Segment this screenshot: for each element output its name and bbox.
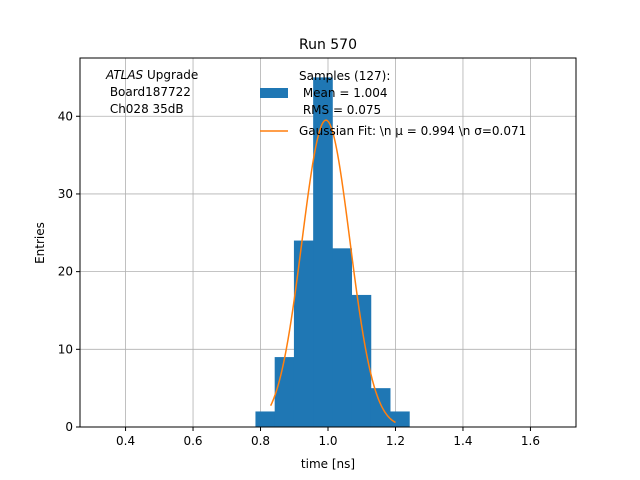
annotation-italic: ATLAS <box>105 68 144 82</box>
legend-samples-mean: Mean = 1.004 <box>299 86 388 100</box>
legend-samples-rms: RMS = 0.075 <box>299 103 381 117</box>
histogram-bar <box>255 411 276 427</box>
legend-samples-swatch <box>260 88 288 98</box>
x-tick-label: 0.8 <box>251 434 270 448</box>
legend-samples-title: Samples (127): <box>299 69 390 83</box>
legend-fit-label: Gaussian Fit: \n μ = 0.994 \n σ=0.071 <box>299 124 526 138</box>
gaussian-fit-curve <box>269 119 396 424</box>
histogram-bar <box>351 294 372 427</box>
y-tick-label: 30 <box>58 187 73 201</box>
histogram-bar <box>390 411 410 427</box>
y-tick-label: 20 <box>58 265 73 279</box>
histogram-bar <box>370 388 391 427</box>
y-tick-label: 0 <box>65 420 73 434</box>
x-tick-label: 0.4 <box>116 434 135 448</box>
y-tick-label: 10 <box>58 342 73 356</box>
x-tick-label: 1.2 <box>386 434 405 448</box>
annotation-upgrade: Upgrade <box>143 68 198 82</box>
atlas-annotation: ATLAS Upgrade Board187722 Ch028 35dB <box>105 68 198 116</box>
chart-title: Run 570 <box>299 37 357 53</box>
histogram-bar <box>332 248 353 427</box>
histogram-bar <box>274 357 295 427</box>
x-axis-label: time [ns] <box>301 457 355 471</box>
annotation-channel: Ch028 35dB <box>106 102 184 116</box>
x-tick-label: 1.6 <box>521 434 540 448</box>
histogram-bar <box>313 77 333 427</box>
x-tick-label: 0.6 <box>183 434 202 448</box>
annotation-board: Board187722 <box>106 85 191 99</box>
axis-ticks: 0.4 0.6 0.8 1.0 1.2 1.4 1.6 0 10 20 30 40 <box>58 109 540 448</box>
x-tick-label: 1.4 <box>453 434 472 448</box>
histogram-bar <box>293 240 314 427</box>
legend: Samples (127): Mean = 1.004 RMS = 0.075 … <box>260 69 526 138</box>
histogram-bars <box>255 77 410 427</box>
y-axis-label: Entries <box>33 222 47 264</box>
x-tick-label: 1.0 <box>318 434 337 448</box>
y-tick-label: 40 <box>58 109 73 123</box>
annotation-line-1: ATLAS Upgrade <box>105 68 198 82</box>
